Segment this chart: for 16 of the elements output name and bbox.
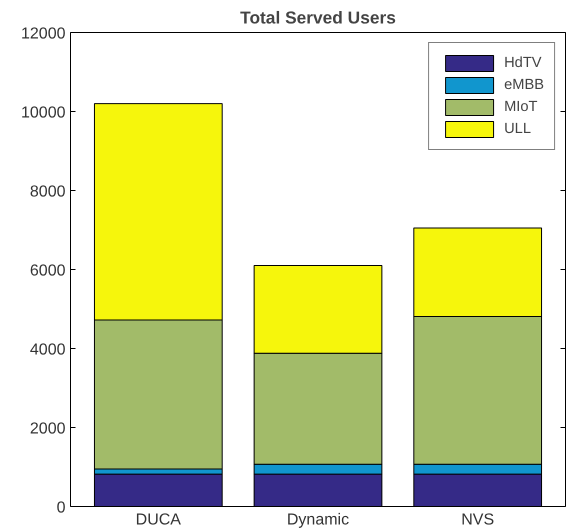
y-tick-label: 0 (56, 500, 66, 516)
chart-title: Total Served Users (240, 8, 396, 28)
legend-label: ULL (504, 121, 531, 137)
y-tick-label: 8000 (30, 184, 66, 200)
y-tick-label: 10000 (21, 104, 66, 122)
y-tick-label: 6000 (30, 262, 66, 280)
x-tick-label: NVS (461, 512, 494, 528)
x-tick-label: DUCA (136, 512, 182, 528)
legend-label: HdTV (504, 55, 542, 71)
y-tick-label: 12000 (21, 26, 66, 42)
y-tick-label: 4000 (30, 342, 66, 358)
legend-label: eMBB (504, 77, 544, 93)
y-tick-label: 2000 (30, 420, 66, 438)
x-tick-label: Dynamic (286, 512, 350, 528)
legend-label: MIoT (504, 99, 538, 115)
bar (94, 474, 223, 506)
